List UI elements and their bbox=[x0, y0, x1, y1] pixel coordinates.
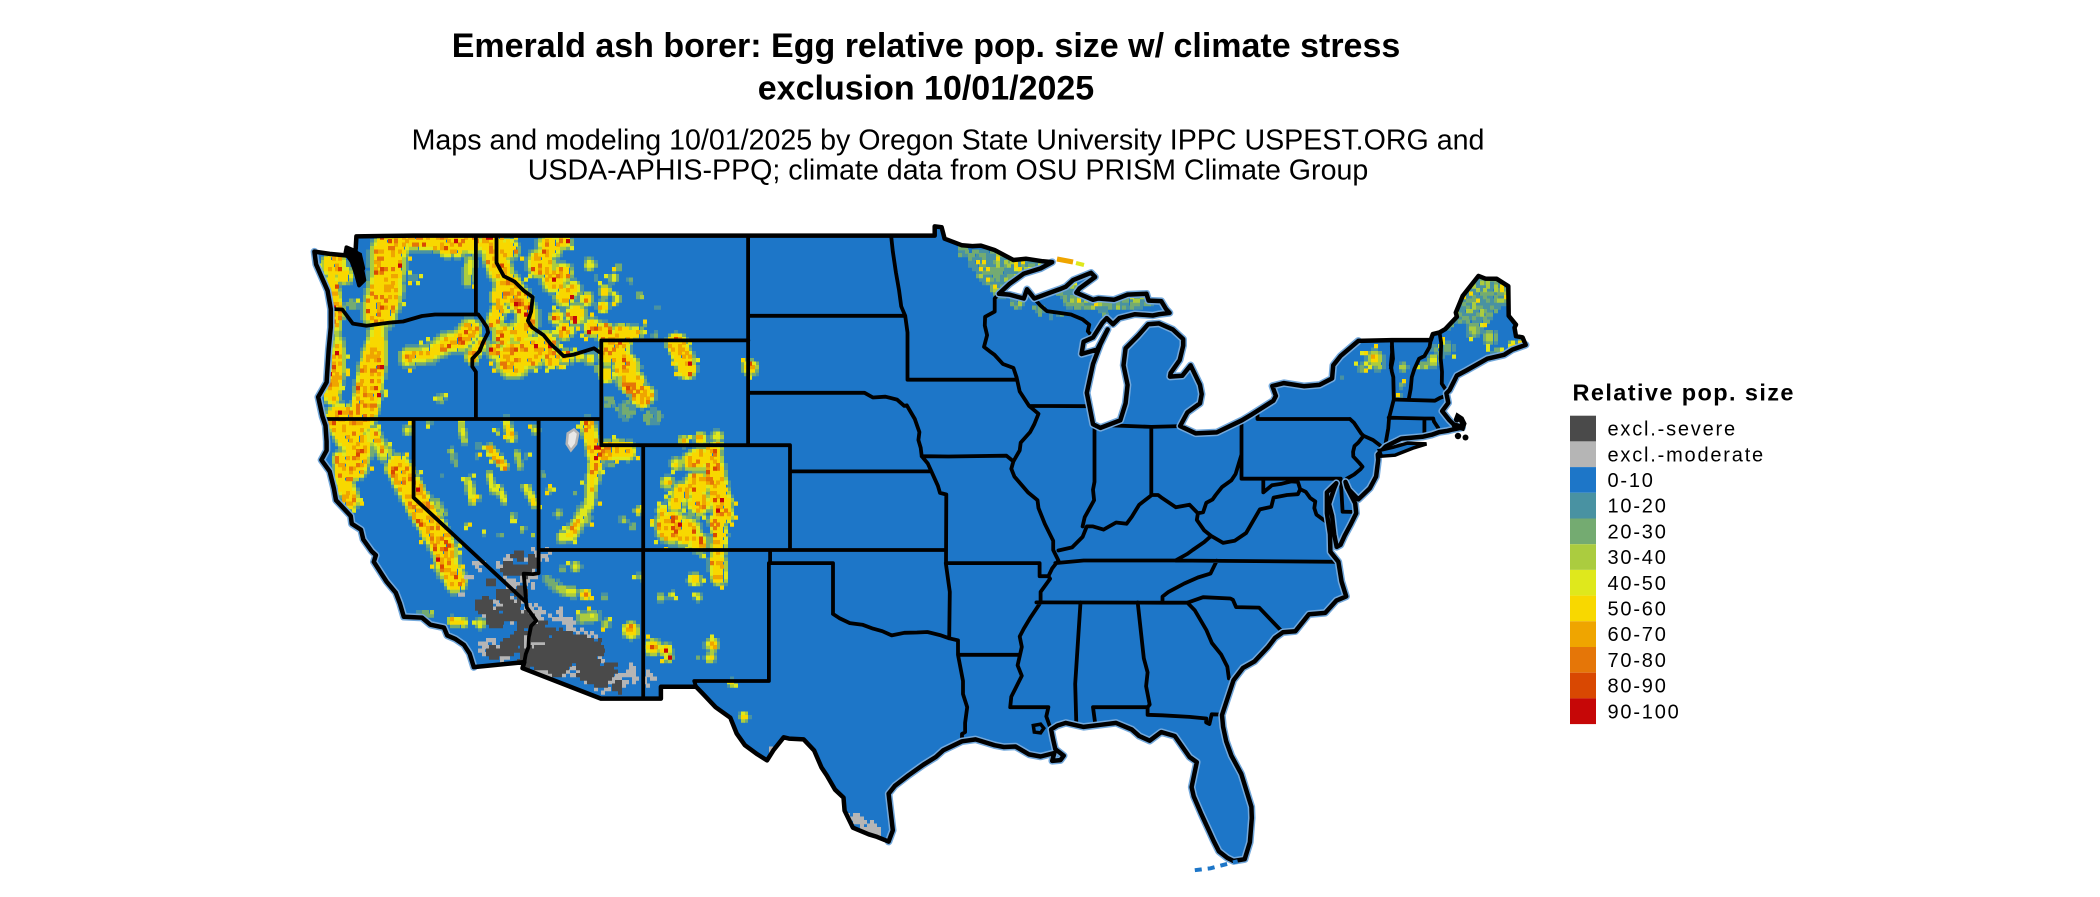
svg-text:70-80: 70-80 bbox=[1608, 650, 1668, 672]
svg-text:20-30: 20-30 bbox=[1608, 521, 1668, 543]
svg-text:excl.-severe: excl.-severe bbox=[1608, 419, 1737, 441]
svg-text:Maps and modeling 10/01/2025 b: Maps and modeling 10/01/2025 by Oregon S… bbox=[412, 124, 1485, 156]
svg-text:USDA-APHIS-PPQ; climate data f: USDA-APHIS-PPQ; climate data from OSU PR… bbox=[528, 155, 1369, 187]
svg-text:Emerald ash borer: Egg relativ: Emerald ash borer: Egg relative pop. siz… bbox=[452, 27, 1401, 65]
svg-text:exclusion 10/01/2025: exclusion 10/01/2025 bbox=[758, 70, 1094, 108]
svg-text:30-40: 30-40 bbox=[1608, 547, 1668, 569]
svg-text:0-10: 0-10 bbox=[1608, 470, 1655, 492]
svg-text:10-20: 10-20 bbox=[1608, 496, 1668, 518]
svg-text:60-70: 60-70 bbox=[1608, 624, 1668, 646]
svg-text:90-100: 90-100 bbox=[1608, 701, 1681, 723]
svg-text:80-90: 80-90 bbox=[1608, 676, 1668, 698]
svg-text:50-60: 50-60 bbox=[1608, 599, 1668, 621]
svg-text:40-50: 40-50 bbox=[1608, 573, 1668, 595]
svg-text:excl.-moderate: excl.-moderate bbox=[1608, 444, 1765, 466]
svg-text:Relative pop. size: Relative pop. size bbox=[1573, 380, 1795, 406]
